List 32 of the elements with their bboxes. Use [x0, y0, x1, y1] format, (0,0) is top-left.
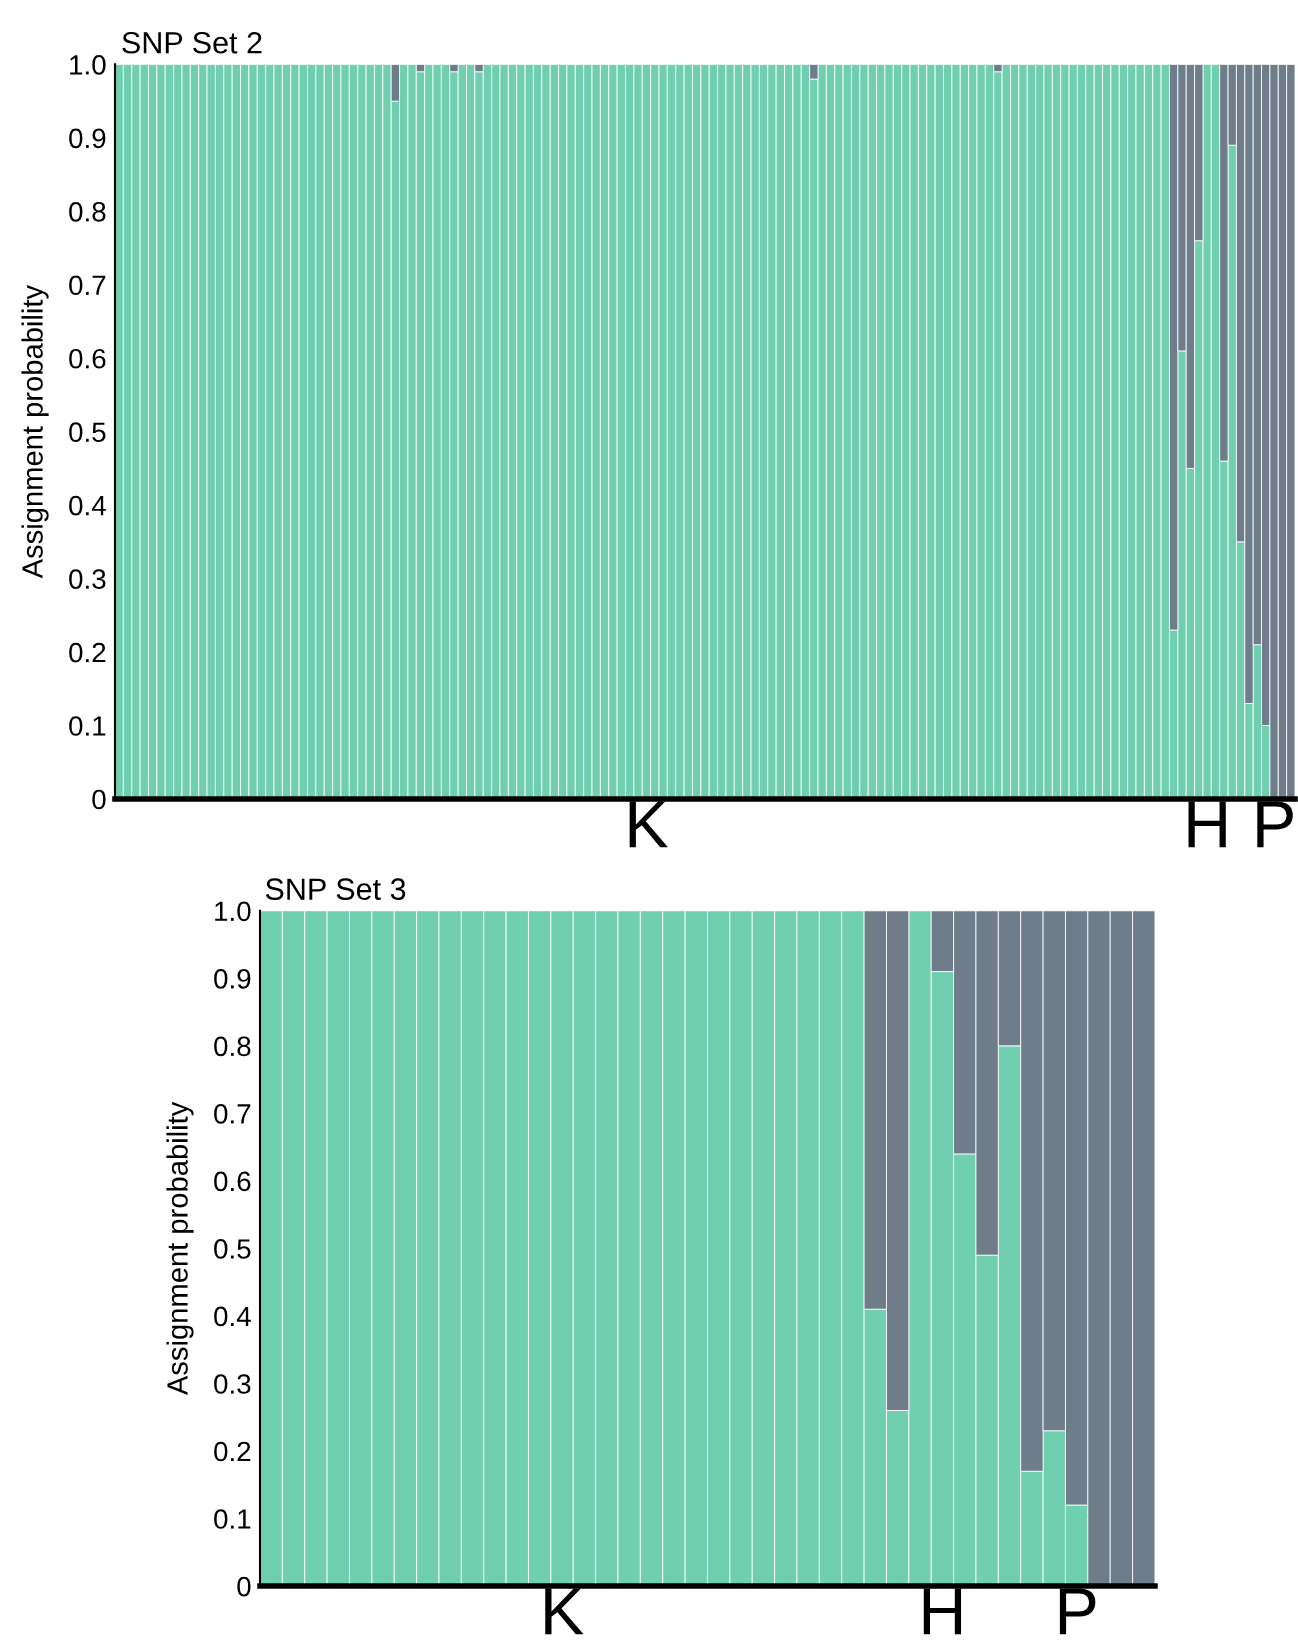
y-tick-label: 0.4 [69, 495, 106, 516]
y-tick-label: 0.8 [214, 1036, 251, 1057]
y-tick-label: 0.7 [69, 275, 106, 296]
y-tick-label: 0.5 [69, 422, 106, 443]
y-axis-title: Assignment probability [166, 1101, 194, 1396]
x-tick-label: K [629, 801, 668, 848]
y-tick-label: 0.9 [214, 968, 251, 989]
x-tick-label: H [923, 1588, 962, 1635]
chart-title: SNP Set 3 [265, 878, 406, 900]
y-tick-label: 0.6 [214, 1171, 251, 1192]
y-tick-label: 0 [92, 789, 106, 810]
x-tick-label: P [1257, 801, 1293, 848]
y-tick-label: 0.4 [214, 1306, 251, 1327]
y-tick-label: 0 [237, 1576, 251, 1597]
y-tick-label: 0.9 [69, 128, 106, 149]
y-tick-label: 0.3 [69, 569, 106, 589]
y-tick-label: 0.6 [69, 348, 106, 369]
y-tick-label: 0.5 [214, 1239, 251, 1259]
chart-title: SNP Set 2 [122, 31, 262, 54]
x-tick-label: P [1059, 1588, 1096, 1635]
x-tick-label: H [1188, 801, 1226, 848]
y-tick-label: 0.2 [214, 1441, 251, 1462]
y-tick-label: 1.0 [70, 55, 106, 75]
y-tick-label: 0.3 [214, 1374, 251, 1394]
y-tick-label: 1.0 [215, 901, 251, 922]
y-tick-label: 0.8 [69, 201, 106, 222]
y-tick-label: 0.1 [214, 1509, 251, 1529]
x-tick-label: K [545, 1588, 584, 1635]
y-tick-label: 0.7 [214, 1104, 251, 1124]
y-axis-title: Assignment probability [21, 285, 49, 579]
y-tick-label: 0.1 [69, 716, 106, 736]
y-tick-label: 0.2 [69, 642, 106, 663]
